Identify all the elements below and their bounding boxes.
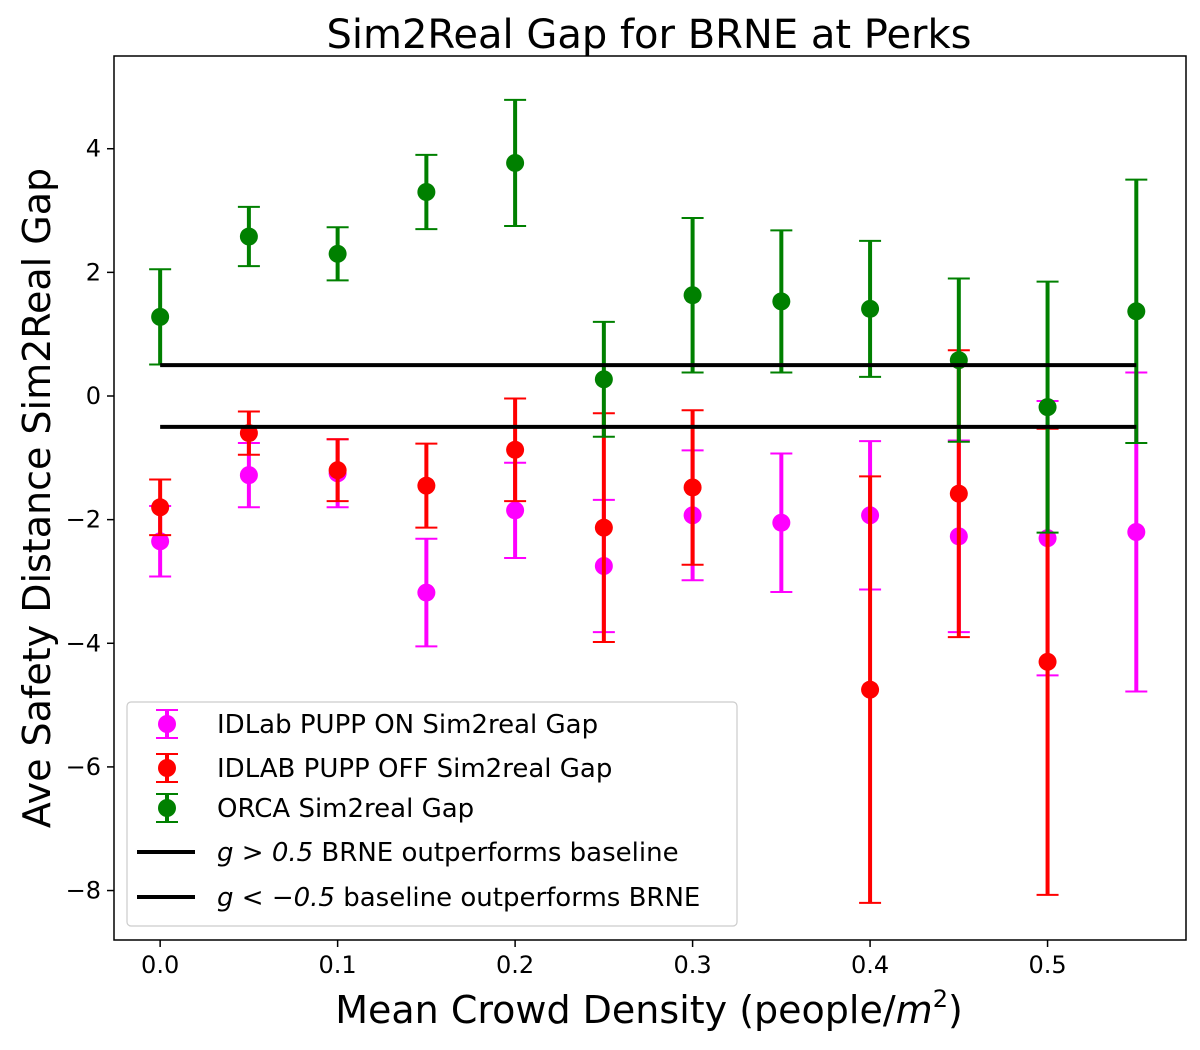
chart-title: Sim2Real Gap for BRNE at Perks	[327, 12, 972, 58]
legend-box	[126, 701, 738, 927]
y-axis-label: Ave Safety Distance Sim2Real Gap	[15, 168, 59, 828]
data-point	[1127, 523, 1146, 541]
data-point	[506, 153, 525, 172]
legend: IDLab PUPP ON Sim2real Gap IDLAB PUPP OFF…	[126, 701, 738, 927]
legend-label: IDLAB PUPP OFF Sim2real Gap	[217, 754, 612, 784]
x-tick-label: 0.2	[496, 951, 534, 979]
y-tick-label: 4	[86, 135, 101, 163]
legend-label: g < −0.5 baseline outperforms BRNE	[217, 883, 700, 913]
data-point	[417, 183, 436, 201]
x-tick-label: 0.3	[674, 951, 712, 979]
data-point	[594, 518, 613, 537]
y-tick-label: −8	[66, 877, 101, 905]
y-tick-label: 0	[86, 382, 101, 410]
data-point	[772, 292, 791, 311]
legend-marker	[158, 799, 176, 817]
data-point	[151, 532, 170, 551]
data-point	[1038, 652, 1057, 671]
y-tick-label: −2	[66, 506, 101, 534]
data-point	[151, 307, 170, 326]
data-point	[861, 680, 880, 699]
legend-entry-line-0: g > 0.5 BRNE outperforms baseline	[137, 838, 679, 868]
x-tick-label: 0.0	[141, 951, 179, 979]
series-0	[149, 371, 1148, 693]
data-point	[151, 498, 170, 517]
legend-entry-0: IDLab PUPP ON Sim2real Gap	[156, 709, 598, 740]
data-point	[949, 484, 968, 503]
legend-entry-line-1: g < −0.5 baseline outperforms BRNE	[137, 883, 700, 913]
legend-marker	[158, 759, 176, 777]
x-tick-label: 0.1	[319, 951, 357, 979]
series-2	[149, 98, 1148, 534]
y-tick-label: −6	[66, 753, 101, 781]
data-point	[417, 583, 436, 602]
data-point	[683, 478, 702, 497]
legend-label: ORCA Sim2real Gap	[217, 794, 474, 824]
plot-area: 0.0 0.1 0.2 0.3 0.4 0.5 4 2 0 −2 −4 −6 −8	[66, 55, 1187, 979]
x-tick-label: 0.5	[1028, 951, 1066, 979]
data-point	[506, 501, 525, 520]
data-point	[1038, 398, 1057, 417]
x-axis-label: Mean Crowd Density (people/m2)	[335, 985, 963, 1032]
y-tick-label: 2	[86, 258, 101, 286]
data-point	[772, 513, 791, 532]
legend-entry-2: ORCA Sim2real Gap	[156, 793, 474, 824]
legend-label: g > 0.5 BRNE outperforms baseline	[217, 838, 679, 868]
data-point	[417, 476, 436, 495]
data-point	[239, 227, 258, 246]
data-point	[683, 286, 702, 305]
x-tick-label: 0.4	[851, 951, 889, 979]
data-point	[328, 461, 347, 480]
data-point	[506, 440, 525, 459]
data-point	[861, 299, 880, 318]
data-point	[239, 466, 258, 485]
y-tick-label: −4	[66, 629, 101, 657]
data-point	[1127, 302, 1146, 321]
legend-label: IDLab PUPP ON Sim2real Gap	[217, 710, 598, 740]
data-point	[328, 244, 347, 263]
data-point	[594, 370, 613, 389]
legend-marker	[158, 715, 176, 733]
axes-frame	[113, 55, 1187, 941]
legend-entry-1: IDLAB PUPP OFF Sim2real Gap	[156, 753, 612, 784]
